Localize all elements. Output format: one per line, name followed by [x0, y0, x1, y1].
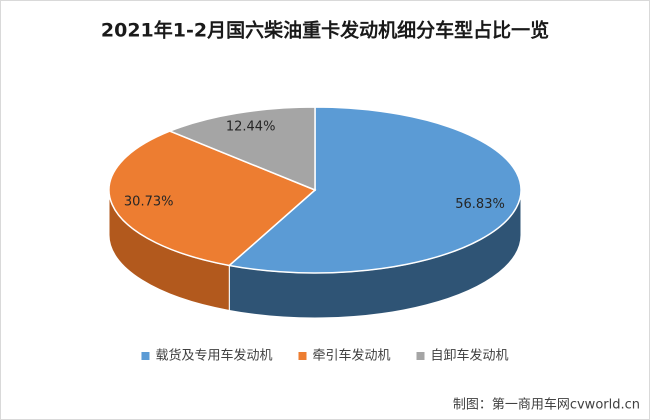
- slice: [227, 106, 522, 274]
- value-label: 12.44%: [226, 120, 276, 135]
- slice: [167, 106, 316, 192]
- slice: [108, 130, 317, 267]
- value-label: 30.73%: [124, 194, 174, 209]
- legend-marker: [416, 352, 425, 360]
- legend-marker: [298, 352, 307, 360]
- legend-label: 自卸车发动机: [431, 348, 509, 364]
- value-label: 56.83%: [455, 197, 505, 212]
- legend-label: 牵引车发动机: [312, 348, 390, 364]
- legend-marker: [141, 352, 150, 360]
- chart-title: 2021年1-2月国六柴油重卡发动机细分车型占比一览: [101, 19, 549, 42]
- source-note: 制图：第一商用车网cvworld.cn: [453, 397, 640, 413]
- legend-label: 载货及专用车发动机: [155, 348, 272, 364]
